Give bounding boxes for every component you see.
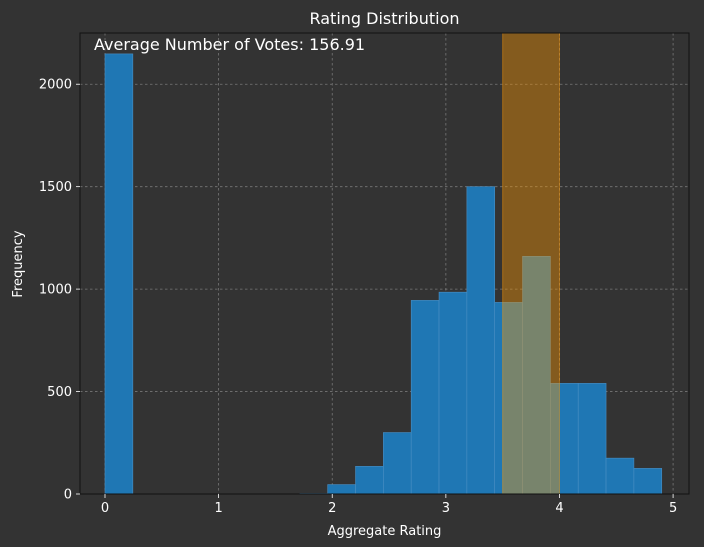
y-tick-label: 2000	[39, 78, 72, 93]
histogram-bar	[466, 186, 496, 495]
histogram-bar	[104, 53, 134, 495]
x-tick-label: 4	[555, 501, 563, 516]
histogram-bar	[550, 383, 579, 495]
x-tick-label: 2	[328, 501, 336, 516]
axis-ticks: 0 1 2 3 4 5 0 500 1000 1500 2000	[39, 78, 677, 516]
x-tick-label: 5	[669, 501, 677, 516]
chart-title: Rating Distribution	[309, 9, 459, 28]
highlight-span	[502, 32, 560, 495]
x-tick-label: 1	[214, 501, 222, 516]
histogram-bar	[522, 256, 551, 495]
x-tick-label: 0	[101, 501, 109, 516]
histogram-bar	[383, 432, 412, 495]
histogram-bar	[410, 300, 440, 495]
histogram-bar	[494, 302, 523, 495]
y-tick-label: 500	[47, 385, 72, 400]
histogram-bar	[438, 291, 468, 495]
y-axis-label: Frequency	[11, 230, 26, 297]
histogram-bar	[605, 457, 635, 495]
plot-frame	[79, 32, 690, 495]
y-tick-label: 1500	[39, 180, 72, 195]
y-tick-label: 1000	[39, 283, 72, 298]
rating-highlight-band	[502, 32, 560, 495]
histogram-bar	[327, 484, 356, 495]
x-axis-label: Aggregate Rating	[328, 524, 442, 539]
average-votes-annotation: Average Number of Votes: 156.91	[94, 35, 365, 54]
histogram-bar	[577, 383, 607, 495]
y-tick-label: 0	[64, 488, 72, 503]
bars	[104, 53, 663, 495]
x-tick-label: 3	[442, 501, 450, 516]
histogram-bar	[355, 466, 384, 495]
histogram-bar	[633, 468, 663, 495]
